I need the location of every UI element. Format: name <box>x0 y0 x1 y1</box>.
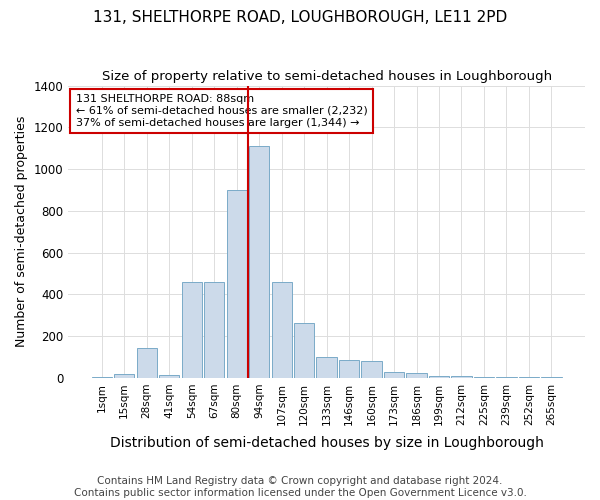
Title: Size of property relative to semi-detached houses in Loughborough: Size of property relative to semi-detach… <box>101 70 551 83</box>
Text: Contains HM Land Registry data © Crown copyright and database right 2024.
Contai: Contains HM Land Registry data © Crown c… <box>74 476 526 498</box>
Bar <box>294 322 314 378</box>
Bar <box>361 361 382 378</box>
Bar <box>406 372 427 378</box>
Bar <box>114 374 134 378</box>
Bar <box>316 357 337 378</box>
Bar <box>429 376 449 378</box>
Bar <box>384 372 404 378</box>
Text: 131 SHELTHORPE ROAD: 88sqm
← 61% of semi-detached houses are smaller (2,232)
37%: 131 SHELTHORPE ROAD: 88sqm ← 61% of semi… <box>76 94 368 128</box>
Bar <box>272 282 292 378</box>
Bar <box>182 282 202 378</box>
Bar <box>204 282 224 378</box>
Text: 131, SHELTHORPE ROAD, LOUGHBOROUGH, LE11 2PD: 131, SHELTHORPE ROAD, LOUGHBOROUGH, LE11… <box>93 10 507 25</box>
Bar <box>339 360 359 378</box>
Bar <box>159 375 179 378</box>
Bar <box>249 146 269 378</box>
Bar <box>227 190 247 378</box>
Bar <box>137 348 157 378</box>
Bar <box>451 376 472 378</box>
Y-axis label: Number of semi-detached properties: Number of semi-detached properties <box>15 116 28 348</box>
X-axis label: Distribution of semi-detached houses by size in Loughborough: Distribution of semi-detached houses by … <box>110 436 544 450</box>
